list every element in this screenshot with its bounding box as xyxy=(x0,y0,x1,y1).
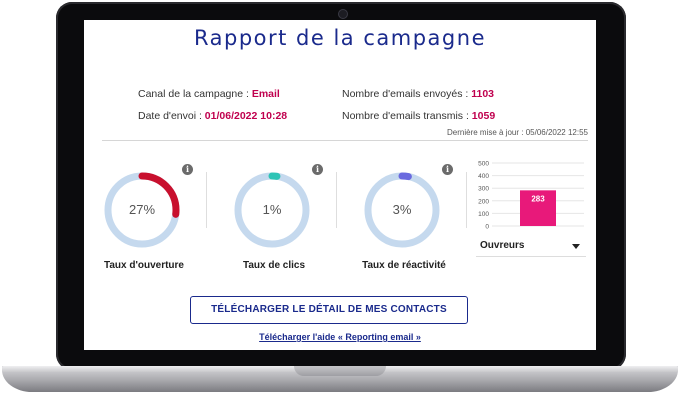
divider xyxy=(102,140,588,141)
audience-select[interactable]: Ouvreurs xyxy=(476,236,586,257)
page-title: Rapport de la campagne xyxy=(194,26,486,50)
click-rate-ring xyxy=(234,172,310,248)
ring-progress xyxy=(104,172,180,248)
click-rate-label: Taux de clics xyxy=(242,260,306,271)
audience-select-value: Ouvreurs xyxy=(480,240,525,251)
emails-delivered-value: 1059 xyxy=(471,110,496,122)
channel-label: Canal de la campagne : xyxy=(138,88,252,100)
kpi-separator xyxy=(466,172,467,228)
emails-delivered-info: Nombre d'emails transmis : 1059 xyxy=(342,110,495,122)
info-icon[interactable]: i xyxy=(312,164,323,175)
ring-progress xyxy=(234,172,310,248)
open-rate-label: Taux d'ouverture xyxy=(104,260,184,271)
y-tick-label: 500 xyxy=(478,161,489,168)
kpi-separator xyxy=(206,172,207,228)
openers-bar-chart: 0 100 200 300 400 500 283 xyxy=(478,161,584,231)
ring-progress xyxy=(364,172,440,248)
download-help-link[interactable]: Télécharger l'aide « Reporting email » xyxy=(259,332,421,342)
laptop-notch xyxy=(294,366,386,376)
y-tick-label: 200 xyxy=(478,198,489,205)
emails-delivered-label: Nombre d'emails transmis : xyxy=(342,110,472,122)
info-icon[interactable]: i xyxy=(182,164,193,175)
open-rate-value: 27% xyxy=(128,202,156,217)
emails-sent-label: Nombre d'emails envoyés : xyxy=(342,88,472,100)
laptop-base xyxy=(2,366,678,392)
send-date-info: Date d'envoi : 01/06/2022 10:28 xyxy=(138,110,287,122)
channel-value: Email xyxy=(251,88,280,100)
kpi-click-rate: 1% Taux de clics xyxy=(220,156,340,286)
channel-info: Canal de la campagne : Email xyxy=(138,88,280,100)
kpi-reactivity-rate: 3% Taux de réactivité xyxy=(350,156,470,286)
click-rate-value: 1% xyxy=(262,202,282,217)
bar-data-label: 283 xyxy=(531,194,545,203)
emails-sent-value: 1103 xyxy=(471,88,495,100)
download-contacts-button[interactable]: TÉLÉCHARGER LE DÉTAIL DE MES CONTACTS xyxy=(190,296,468,324)
kpi-separator xyxy=(336,172,337,228)
bar[interactable] xyxy=(520,190,556,226)
kpi-open-rate: 27% Taux d'ouverture xyxy=(90,156,210,286)
open-rate-ring xyxy=(104,172,180,248)
send-date-label: Date d'envoi : xyxy=(138,110,205,122)
reactivity-rate-value: 3% xyxy=(392,202,412,217)
y-tick-label: 0 xyxy=(485,224,489,231)
send-date-value: 01/06/2022 10:28 xyxy=(204,110,288,122)
info-icon[interactable]: i xyxy=(442,164,453,175)
reactivity-rate-ring xyxy=(364,172,440,248)
webcam-icon xyxy=(338,9,348,19)
chevron-down-icon xyxy=(572,244,580,249)
report-screen: Rapport de la campagne Canal de la campa… xyxy=(84,20,596,350)
last-update: Dernière mise à jour : 05/06/2022 12:55 xyxy=(447,128,588,137)
emails-sent-info: Nombre d'emails envoyés : 1103 xyxy=(342,88,494,100)
y-tick-label: 400 xyxy=(478,173,489,180)
y-tick-label: 300 xyxy=(478,186,489,193)
reactivity-rate-label: Taux de réactivité xyxy=(362,260,446,271)
y-tick-label: 100 xyxy=(478,211,489,218)
